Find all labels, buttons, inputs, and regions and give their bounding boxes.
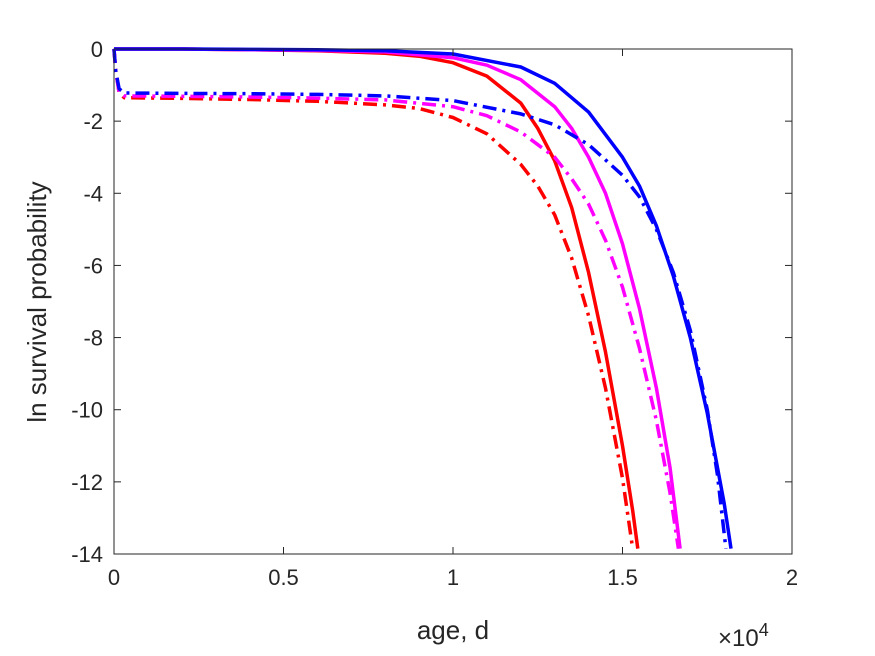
x-axis-exponent-base: ×10 [718, 625, 759, 652]
y-tick-label: -12 [71, 470, 103, 495]
x-tick-label: 1.5 [607, 565, 638, 590]
y-axis-label: ln survival probability [22, 181, 52, 422]
y-tick-label: -10 [71, 398, 103, 423]
series-line-3 [114, 47, 733, 549]
series-layer [112, 47, 733, 549]
x-axis-exponent-power: 4 [759, 620, 769, 640]
x-tick-label: 0 [108, 565, 120, 590]
series-line-4 [112, 48, 635, 549]
y-tick-label: -14 [71, 542, 103, 567]
y-tick-label: -2 [83, 109, 103, 134]
x-axis-ticks: 0 0.5 1 1.5 2 [108, 49, 798, 590]
series-line-5 [112, 48, 681, 549]
y-tick-label: -6 [83, 253, 103, 278]
series-line-1 [114, 47, 640, 549]
x-tick-label: 0.5 [268, 565, 299, 590]
y-axis-ticks: 0 -2 -4 -6 -8 -10 -12 -14 [71, 37, 792, 567]
series-line-6 [112, 48, 728, 549]
x-tick-label: 1 [447, 565, 459, 590]
x-axis-exponent: ×104 [718, 620, 769, 652]
y-tick-label: -8 [83, 326, 103, 351]
x-axis-label: age, d [417, 615, 489, 645]
x-tick-label: 2 [786, 565, 798, 590]
plot-area-frame [113, 48, 793, 555]
y-tick-label: -4 [83, 181, 103, 206]
y-tick-label: 0 [91, 37, 103, 62]
